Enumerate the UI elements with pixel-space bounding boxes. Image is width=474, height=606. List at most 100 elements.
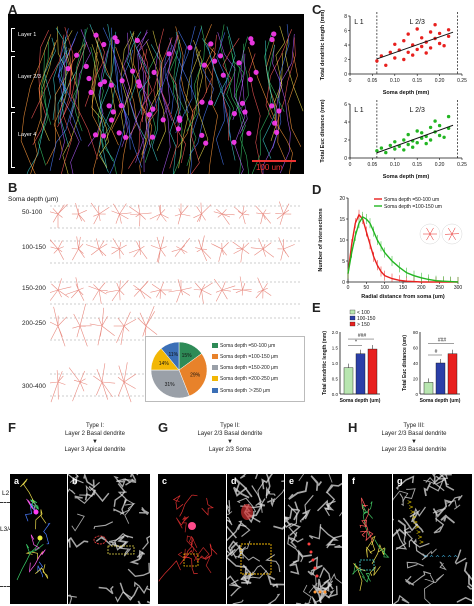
neuron-trace [196,555,212,574]
yellow-arrowhead: > [413,519,418,526]
dendrite-trace [205,47,218,174]
neuron-trace [20,478,35,503]
dendrite-signal [267,574,279,588]
dendrite-signal [251,564,270,576]
dendrite-branch [215,289,223,302]
dendrite-branch [89,323,103,327]
sublabel-b: b [72,476,78,486]
dendrite-signal [296,602,307,604]
soma-marker [246,130,252,136]
dendrite-branch [111,289,120,302]
dendrite-branch [78,236,81,250]
scatter-point [393,140,397,144]
dendrite-signal [234,477,253,498]
soma-marker [208,100,214,106]
blue-arrowhead: ^ [453,555,458,562]
dendrite-branch [145,325,158,335]
dendrite-branch [262,289,272,296]
down-arrow-icon: ▼ [227,439,233,445]
layer-1-label: Layer 1 [18,32,37,38]
dendrite-signal [83,474,95,488]
dendrite-signal [114,591,133,603]
neuron-morphology [106,279,129,302]
scatter-point [393,147,397,151]
dendrite-branch [98,243,108,250]
panel-f-b-image: b [68,474,150,604]
depth-label-100-150: 100-150 [22,244,46,251]
y-tick-label: 15 [339,217,345,223]
neuron-morphology [111,203,132,224]
type-iii-description: Type III: Layer 2/3 Basal dendrite ▼ Lay… [356,422,472,454]
dendrite-branch [160,289,167,296]
soma-marker [110,109,116,115]
dendrite-branch [139,240,141,250]
dendrite-branch [180,289,184,296]
dendrite-trace [187,46,203,174]
neuron-trace [366,541,373,558]
dendrite-trace [161,37,173,121]
dendrite-signal [227,511,233,516]
l23-label: L 2/3 [410,19,425,26]
legend-label: 100-150 [357,316,376,322]
dendrite-branch [101,363,106,383]
scatter-point [420,44,424,49]
dendrite-branch [111,246,120,250]
dendrite-branch [50,325,59,340]
scatter-point [428,30,433,34]
dendrite-branch [57,248,64,260]
pie-legend-item: Soma depth =150-200 μm [212,365,278,371]
dendrite-branch [72,381,81,402]
dendrite-branch [221,213,235,216]
dendrite-branch [123,311,131,327]
dendrite-branch [78,213,86,222]
scatter-point [402,138,406,142]
dendrite-branch [201,289,212,296]
dendrite-branch [75,203,79,215]
dendrite-trace [262,33,295,174]
highlight-box [359,559,375,571]
neuron-morphology [277,237,295,261]
dendrite-branch [106,289,120,293]
dendrite-branch [56,370,59,383]
y-tick-label: 2 [344,57,347,63]
scatter-point [420,131,424,135]
dendrite-trace [265,39,287,163]
dendrite-signal [395,529,408,550]
dendrite-branch [78,287,84,291]
dendrite-branch [242,243,245,250]
dendrite-branch [145,305,155,327]
dendrite-branch [199,213,202,222]
contact-marker [307,542,311,546]
sublabel-c: c [162,476,168,486]
inset-dendrite [426,233,431,241]
dendrite-branch [232,289,243,291]
x-axis-label: Soma depth (mm) [383,174,430,180]
y-tick-label: 6 [344,28,347,34]
dendrite-signal [232,486,250,499]
dendrite-branch [276,213,284,220]
dendrite-branch [221,213,231,218]
dendrite-signal [71,513,85,532]
scatter-point [411,53,415,57]
significance-marker: * [355,340,357,346]
x-tick-label: 200 [417,285,426,291]
soma-marker [101,41,107,48]
dendrite-trace [272,44,291,174]
dendrite-branch [139,312,147,327]
dendrite-branch [221,213,230,225]
dendrite-branch [283,203,290,215]
panel-h-letter: H [348,420,358,435]
neuron-morphology [211,242,229,262]
tracing-image-f [351,497,390,591]
dendrite-branch [101,325,115,336]
dendrite-trace [112,49,145,173]
dendrite-trace [49,47,74,171]
dendrite-branch [78,289,85,301]
neuron-morphology [72,303,92,347]
neuron-trace [361,501,373,515]
dendrite-branch [221,285,236,291]
dendrite-branch [242,205,245,215]
dendrite-branch [279,213,284,225]
soma-marker [151,69,157,75]
soma-marker [199,99,205,105]
